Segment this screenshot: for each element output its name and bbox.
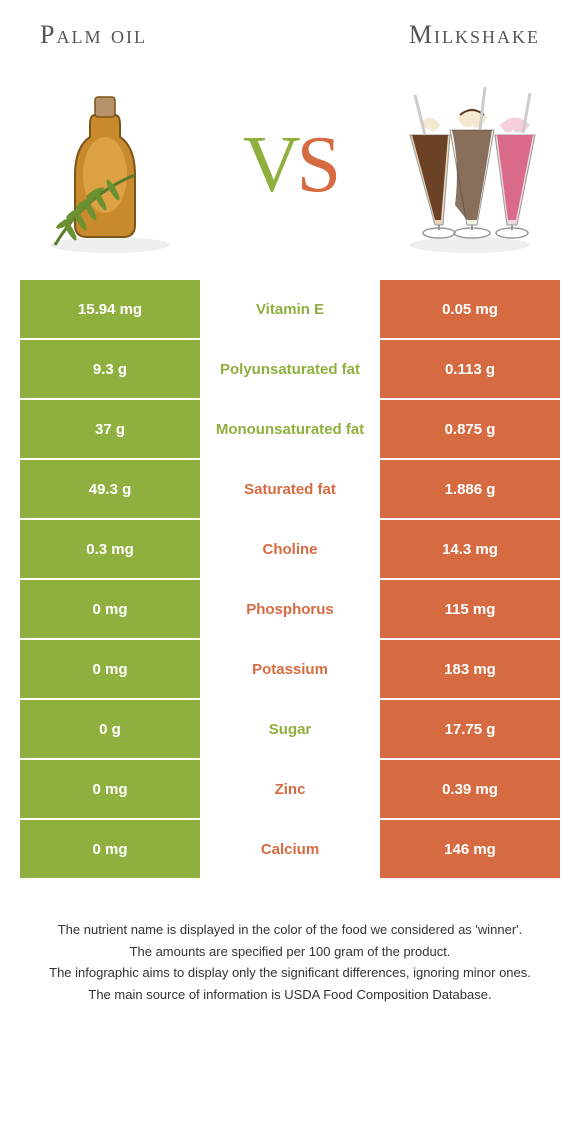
footer-line: The nutrient name is displayed in the co… [30, 920, 550, 940]
nutrient-label: Saturated fat [200, 460, 380, 518]
footer-line: The main source of information is USDA F… [30, 985, 550, 1005]
table-row: 0.3 mgCholine14.3 mg [20, 520, 560, 578]
left-value: 0 mg [20, 640, 200, 698]
right-value: 17.75 g [380, 700, 560, 758]
left-value: 0 g [20, 700, 200, 758]
right-value: 183 mg [380, 640, 560, 698]
nutrient-label: Vitamin E [200, 280, 380, 338]
nutrient-label: Polyunsaturated fat [200, 340, 380, 398]
table-row: 0 mgZinc0.39 mg [20, 760, 560, 818]
right-value: 0.113 g [380, 340, 560, 398]
nutrient-label: Monounsaturated fat [200, 400, 380, 458]
header: Palm oil Milkshake [0, 0, 580, 60]
right-value: 1.886 g [380, 460, 560, 518]
left-value: 9.3 g [20, 340, 200, 398]
table-row: 49.3 gSaturated fat1.886 g [20, 460, 560, 518]
nutrient-label: Zinc [200, 760, 380, 818]
vs-label: VS [243, 120, 337, 211]
milkshake-image [390, 75, 550, 255]
left-value: 0 mg [20, 760, 200, 818]
nutrient-label: Phosphorus [200, 580, 380, 638]
left-value: 0.3 mg [20, 520, 200, 578]
left-value: 0 mg [20, 580, 200, 638]
table-row: 0 gSugar17.75 g [20, 700, 560, 758]
left-food-title: Palm oil [40, 20, 147, 50]
nutrient-label: Choline [200, 520, 380, 578]
nutrient-label: Potassium [200, 640, 380, 698]
infographic-container: Palm oil Milkshake [0, 0, 580, 1026]
right-value: 146 mg [380, 820, 560, 878]
comparison-table: 15.94 mgVitamin E0.05 mg9.3 gPolyunsatur… [20, 280, 560, 878]
nutrient-label: Sugar [200, 700, 380, 758]
right-value: 0.39 mg [380, 760, 560, 818]
table-row: 15.94 mgVitamin E0.05 mg [20, 280, 560, 338]
right-value: 14.3 mg [380, 520, 560, 578]
left-value: 49.3 g [20, 460, 200, 518]
table-row: 37 gMonounsaturated fat0.875 g [20, 400, 560, 458]
footer-line: The amounts are specified per 100 gram o… [30, 942, 550, 962]
palm-oil-image [30, 75, 190, 255]
right-value: 115 mg [380, 580, 560, 638]
left-value: 0 mg [20, 820, 200, 878]
table-row: 0 mgPotassium183 mg [20, 640, 560, 698]
vs-v: V [243, 121, 297, 209]
table-row: 9.3 gPolyunsaturated fat0.113 g [20, 340, 560, 398]
footer-notes: The nutrient name is displayed in the co… [0, 880, 580, 1026]
nutrient-label: Calcium [200, 820, 380, 878]
right-value: 0.875 g [380, 400, 560, 458]
vs-s: S [297, 121, 338, 209]
table-row: 0 mgCalcium146 mg [20, 820, 560, 878]
hero-row: VS [0, 60, 580, 280]
right-value: 0.05 mg [380, 280, 560, 338]
left-value: 15.94 mg [20, 280, 200, 338]
footer-line: The infographic aims to display only the… [30, 963, 550, 983]
right-food-title: Milkshake [409, 20, 540, 50]
left-value: 37 g [20, 400, 200, 458]
table-row: 0 mgPhosphorus115 mg [20, 580, 560, 638]
